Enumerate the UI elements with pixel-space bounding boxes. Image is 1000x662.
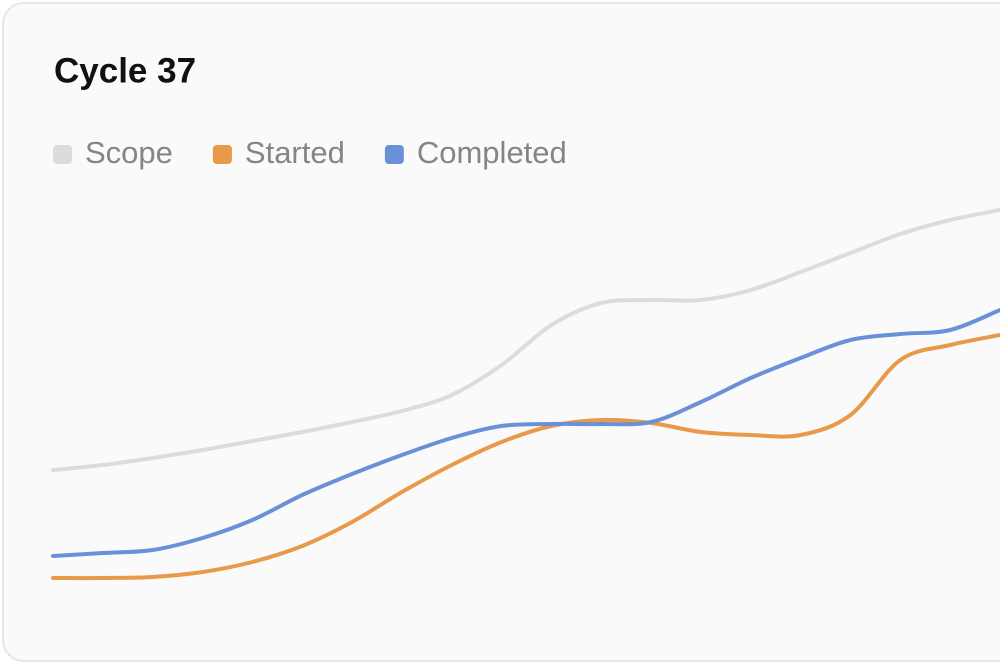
- chart: Cycle 37 Scope Started Completed: [51, 51, 1000, 581]
- legend-swatch: [53, 145, 72, 164]
- legend-label: Scope: [85, 135, 173, 170]
- legend-label: Completed: [417, 135, 567, 170]
- legend-swatch: [212, 145, 232, 164]
- chart-title: Cycle 37: [54, 51, 196, 90]
- legend-label: Started: [245, 135, 345, 170]
- series-line: [51, 208, 1000, 472]
- series-line: [51, 308, 1000, 558]
- series-line: [51, 333, 1000, 581]
- legend-swatch: [384, 145, 404, 164]
